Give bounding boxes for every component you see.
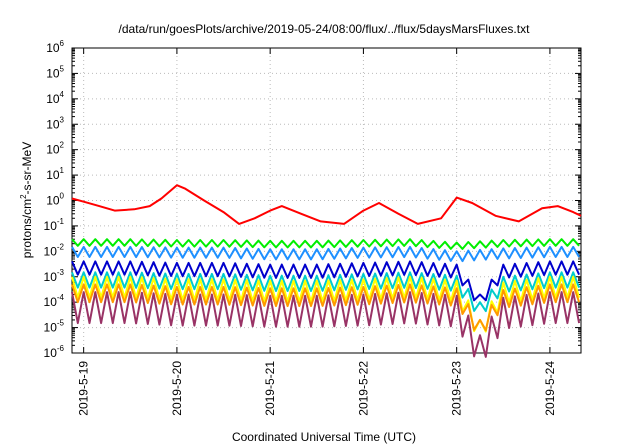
- chart-title: /data/run/goesPlots/archive/2019-05-24/0…: [119, 22, 531, 36]
- y-tick-label: 102: [46, 141, 64, 157]
- y-tick-label-exponent: 1: [60, 166, 65, 175]
- y-axis-label-start: protons/cm: [20, 199, 34, 258]
- series-line: [71, 260, 581, 302]
- y-tick-label-base: 10: [44, 295, 58, 309]
- y-tick-label-exponent: -3: [57, 268, 65, 277]
- y-tick-label-base: 10: [46, 194, 60, 208]
- series-line: [71, 271, 581, 313]
- y-tick-label-base: 10: [44, 219, 58, 233]
- x-axis: 2019-5-19 2019-5-20 2019-5-21 2019-5-22 2019…: [77, 48, 557, 416]
- x-tick-label: 2019-5-20: [170, 361, 184, 416]
- y-tick-label: 10-4: [44, 293, 65, 309]
- series-line: [71, 275, 581, 333]
- y-tick-label-base: 10: [44, 244, 58, 258]
- y-tick-label-exponent: -4: [57, 293, 65, 302]
- x-tick-label: 2019-5-23: [450, 361, 464, 416]
- y-tick-label: 100: [46, 192, 64, 208]
- y-tick-label-base: 10: [46, 92, 60, 106]
- y-tick-label-exponent: -2: [57, 242, 65, 251]
- series-line: [71, 245, 580, 263]
- y-tick-label-base: 10: [46, 168, 60, 182]
- y-tick-label: 105: [46, 64, 64, 80]
- y-tick-label-exponent: -5: [57, 319, 65, 328]
- x-tick-label: 2019-5-19: [77, 361, 91, 416]
- y-tick-label-exponent: 3: [60, 115, 65, 124]
- y-tick-label-base: 10: [46, 143, 60, 157]
- y-tick-label-exponent: -6: [57, 344, 65, 353]
- y-axis: 10-610-510-410-310-210-11001011021031041…: [44, 39, 581, 360]
- y-tick-label-exponent: 6: [60, 39, 65, 48]
- y-tick-label: 10-3: [44, 268, 65, 284]
- y-tick-label: 10-6: [44, 344, 65, 360]
- y-tick-label: 10-1: [44, 217, 65, 233]
- x-axis-label: Coordinated Universal Time (UTC): [232, 430, 416, 444]
- y-tick-label-exponent: -1: [57, 217, 65, 226]
- x-tick-label: 2019-5-24: [543, 361, 557, 416]
- y-tick-label: 10-2: [44, 242, 65, 258]
- grid: [72, 48, 581, 353]
- x-tick-label: 2019-5-22: [356, 361, 370, 416]
- y-tick-label-base: 10: [44, 321, 58, 335]
- y-tick-label: 10-5: [44, 319, 65, 335]
- series-group: [71, 184, 582, 358]
- y-axis-label-superscript: 2: [19, 194, 28, 199]
- y-tick-label-base: 10: [44, 270, 58, 284]
- y-tick-label-base: 10: [46, 117, 60, 131]
- x-tick-label: 2019-5-21: [263, 361, 277, 416]
- y-tick-label: 104: [46, 90, 64, 106]
- series-line: [71, 283, 581, 332]
- y-tick-label-exponent: 2: [60, 141, 65, 150]
- y-tick-label: 103: [46, 115, 64, 131]
- series-line: [71, 184, 582, 225]
- y-tick-label-exponent: 4: [60, 90, 65, 99]
- y-tick-label-exponent: 5: [60, 64, 65, 73]
- y-tick-label-base: 10: [46, 41, 60, 55]
- y-tick-label-exponent: 0: [60, 192, 65, 201]
- series-line: [71, 238, 580, 250]
- y-tick-label: 106: [46, 39, 64, 55]
- y-axis-label: protons/cm2-s-sr-MeV: [19, 142, 34, 258]
- series-line: [71, 291, 581, 358]
- y-tick-label: 101: [46, 166, 64, 182]
- y-tick-label-base: 10: [44, 346, 58, 360]
- y-axis-label-end: -s-sr-MeV: [20, 142, 34, 195]
- y-tick-label-base: 10: [46, 66, 60, 80]
